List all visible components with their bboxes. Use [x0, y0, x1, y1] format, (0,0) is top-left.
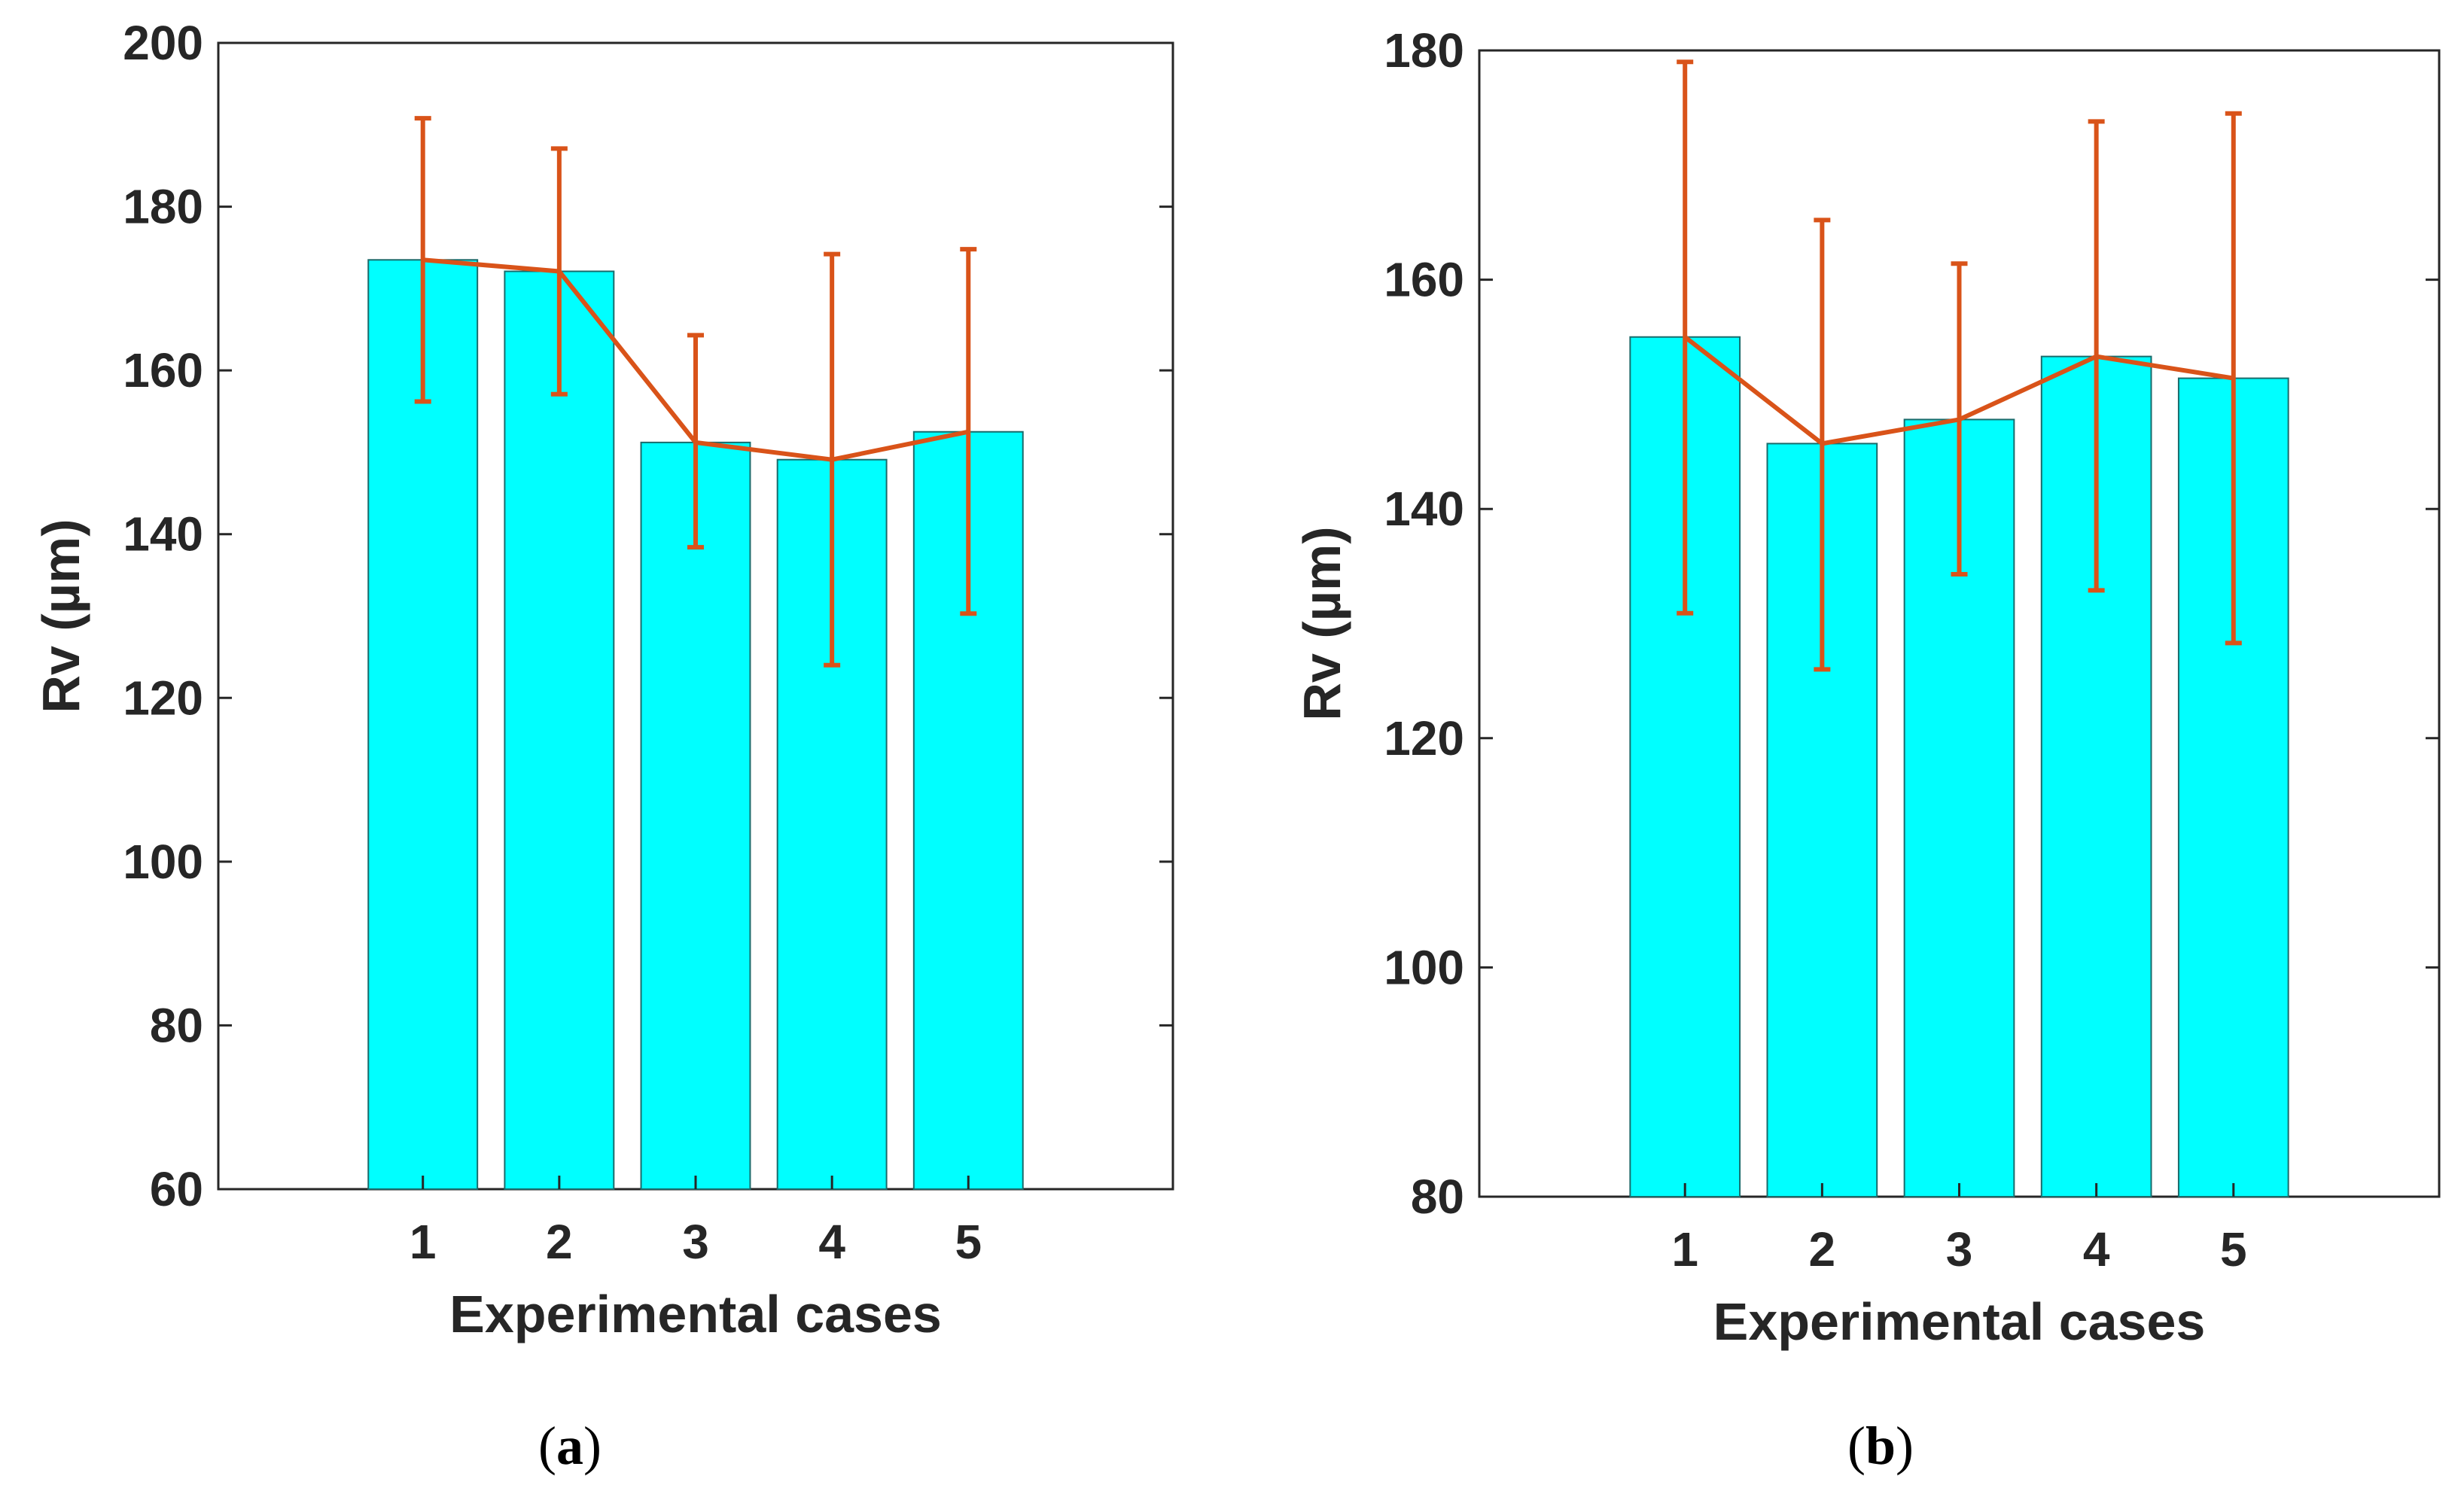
x-tick-label: 4	[2083, 1222, 2110, 1276]
panel-label-a: (a)	[538, 1416, 602, 1476]
x-tick-label: 3	[1946, 1222, 1973, 1276]
chart-panel-b: 80 100 120 140 160 180 1 2 3 4 5 Experimental cas…	[1293, 23, 2441, 1476]
bar-3	[640, 441, 751, 1190]
chart-panel-a: 60 80 100 120 140 160 180 200 1 2 3 4 5 Experimenta…	[32, 16, 1174, 1476]
x-tick-label: 2	[546, 1215, 573, 1269]
y-tick-label: 80	[150, 998, 203, 1052]
y-tick-label: 140	[123, 507, 203, 561]
y-tick-label: 120	[123, 671, 203, 725]
y-tick-label: 80	[1411, 1170, 1464, 1224]
y-tick-label: 180	[1384, 23, 1464, 78]
y-axis-ticks-a: 60 80 100 120 140 160 180 200	[123, 16, 1173, 1216]
x-tick-label: 5	[955, 1215, 982, 1269]
y-tick-label: 60	[150, 1162, 203, 1216]
x-tick-label: 4	[818, 1215, 845, 1269]
bars-a	[367, 259, 1024, 1191]
y-tick-label: 100	[123, 835, 203, 889]
y-tick-label: 180	[123, 180, 203, 234]
x-axis-ticks-a: 1 2 3 4 5	[410, 1176, 982, 1269]
x-axis-label-a: Experimental cases	[449, 1285, 942, 1343]
x-tick-label: 1	[1671, 1222, 1698, 1276]
bar-2	[504, 270, 615, 1191]
x-axis-ticks-b: 1 2 3 4 5	[1671, 1183, 2247, 1276]
panel-label-letter-a: a	[556, 1416, 583, 1476]
x-axis-label-b: Experimental cases	[1713, 1292, 2206, 1351]
panel-label-letter-b: b	[1866, 1416, 1896, 1476]
y-axis-label-a: Rv (µm)	[32, 519, 90, 713]
y-tick-label: 100	[1384, 940, 1464, 994]
y-axis-ticks-b: 80 100 120 140 160 180	[1384, 23, 2439, 1224]
x-tick-label: 1	[410, 1215, 437, 1269]
y-axis-label-b: Rv (µm)	[1293, 526, 1351, 720]
y-tick-label: 120	[1384, 711, 1464, 765]
y-tick-label: 160	[123, 343, 203, 397]
mean-line-b	[1683, 335, 2234, 446]
y-tick-label: 140	[1384, 482, 1464, 536]
panel-label-b: (b)	[1847, 1416, 1914, 1476]
mean-line-a	[422, 257, 969, 462]
x-tick-label: 5	[2220, 1222, 2247, 1276]
x-tick-label: 3	[682, 1215, 709, 1269]
y-tick-label: 200	[123, 16, 203, 70]
x-tick-label: 2	[1809, 1222, 1836, 1276]
y-tick-label: 160	[1384, 253, 1464, 307]
